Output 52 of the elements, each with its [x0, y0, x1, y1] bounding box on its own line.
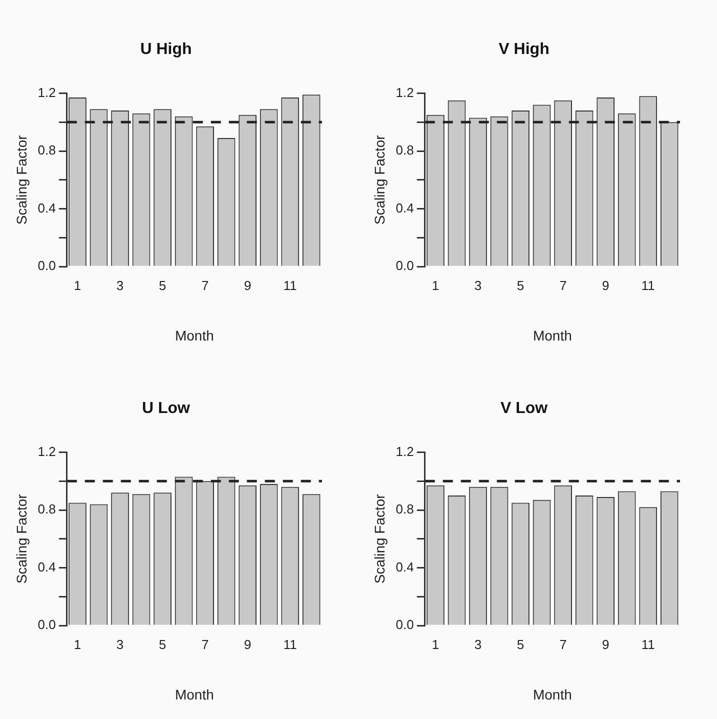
x-tick-label: 1: [432, 278, 440, 293]
y-axis-title: Scaling Factor: [371, 134, 388, 225]
x-tick-label: 3: [474, 636, 482, 652]
y-tick-label: 0.8: [396, 142, 414, 158]
y-tick-label: 1.2: [38, 444, 56, 459]
y-tick-label: 0.4: [396, 559, 414, 574]
y-tick-label: 0.4: [38, 559, 56, 574]
x-tick-label: 5: [516, 636, 524, 652]
x-tick-label: 3: [474, 278, 482, 293]
y-tick-label: 0.0: [38, 258, 56, 274]
y-tick-label: 0.0: [38, 617, 56, 632]
y-axis-title: Scaling Factor: [13, 494, 30, 584]
x-tick-label: 3: [116, 636, 124, 652]
x-tick-label: 11: [283, 278, 297, 293]
x-tick-label: 1: [74, 636, 82, 652]
x-tick-label: 5: [158, 636, 166, 652]
x-tick-label: 3: [116, 278, 124, 293]
chart-title: U High: [140, 41, 192, 58]
x-tick-label: 9: [602, 636, 610, 652]
y-tick-label: 1.2: [396, 444, 414, 459]
x-axis-title: Month: [174, 686, 214, 702]
x-tick-label: 1: [74, 278, 82, 293]
y-axis-title: Scaling Factor: [371, 494, 388, 584]
x-tick-label: 9: [244, 278, 252, 293]
y-tick-label: 0.8: [38, 142, 56, 158]
y-tick-label: 0.4: [38, 200, 56, 216]
x-tick-label: 9: [602, 278, 610, 293]
x-axis-title: Month: [532, 686, 572, 702]
y-tick-label: 0.0: [396, 258, 414, 274]
x-tick-label: 1: [432, 636, 440, 652]
y-tick-label: 0.0: [396, 617, 414, 632]
y-tick-label: 0.8: [396, 502, 414, 517]
chart-title: V High: [498, 41, 550, 58]
x-tick-label: 7: [559, 278, 567, 293]
y-tick-label: 0.8: [38, 502, 56, 517]
x-tick-label: 11: [283, 636, 297, 652]
chart-title: U Low: [142, 400, 191, 418]
x-axis-title: Month: [532, 327, 572, 344]
x-tick-label: 11: [641, 278, 655, 293]
y-tick-label: 1.2: [38, 84, 56, 100]
y-axis-title: Scaling Factor: [13, 134, 30, 225]
x-tick-label: 5: [516, 278, 524, 293]
x-tick-label: 5: [158, 278, 166, 293]
y-tick-label: 0.4: [396, 200, 414, 216]
x-axis-title: Month: [174, 327, 214, 344]
chart-title: V Low: [500, 400, 548, 418]
x-tick-label: 11: [641, 636, 655, 652]
x-tick-label: 7: [559, 636, 567, 652]
x-tick-label: 9: [244, 636, 252, 652]
x-tick-label: 7: [201, 636, 209, 652]
x-tick-label: 7: [201, 278, 209, 293]
y-tick-label: 1.2: [396, 84, 414, 100]
